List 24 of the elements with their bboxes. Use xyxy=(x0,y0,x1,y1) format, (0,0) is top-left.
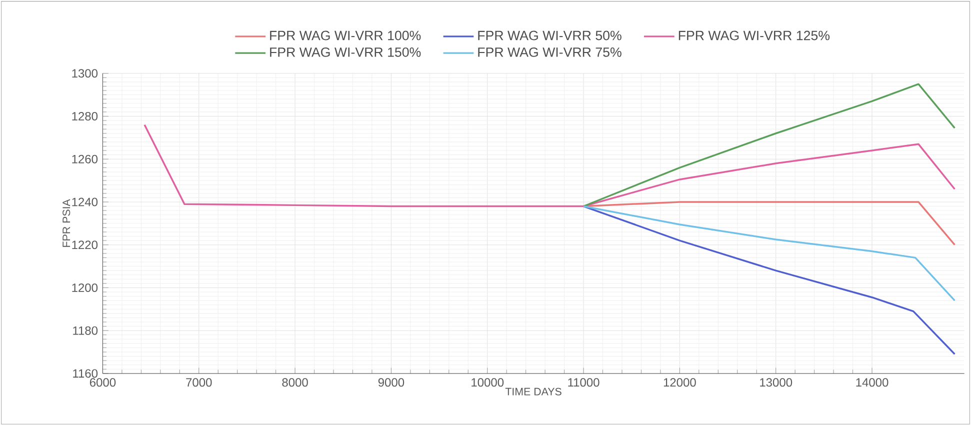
y-axis-title: FPR PSIA xyxy=(62,198,70,247)
y-tick-label: 1200 xyxy=(72,283,98,292)
x-tick-label: 6000 xyxy=(90,378,116,386)
x-tick-label: 7000 xyxy=(186,378,212,386)
legend-label: FPR WAG WI-VRR 100% xyxy=(270,30,421,40)
x-tick-label: 12000 xyxy=(664,378,696,386)
y-tick-label: 1160 xyxy=(73,368,98,378)
y-tick-label: 1280 xyxy=(72,112,98,120)
x-tick-label: 8000 xyxy=(282,378,308,386)
x-tick-label: 9000 xyxy=(378,378,404,386)
y-tick-label: 1260 xyxy=(72,154,98,164)
x-tick-label: 11000 xyxy=(568,378,600,386)
legend-label: FPR WAG WI-VRR 50% xyxy=(478,30,622,40)
y-tick-label: 1220 xyxy=(72,240,98,249)
legend-label: FPR WAG WI-VRR 150% xyxy=(270,47,421,57)
y-tick-label: 1240 xyxy=(72,197,98,206)
x-tick-label: 10000 xyxy=(472,378,504,386)
legend-label: FPR WAG WI-VRR 125% xyxy=(678,30,830,40)
y-tick-label: 1300 xyxy=(72,68,98,78)
x-tick-label: 13000 xyxy=(760,378,792,386)
legend-label: FPR WAG WI-VRR 75% xyxy=(478,47,622,57)
x-axis-title: TIME DAYS xyxy=(505,388,562,396)
y-tick-label: 1180 xyxy=(73,326,98,335)
x-tick-label: 14000 xyxy=(856,378,888,386)
